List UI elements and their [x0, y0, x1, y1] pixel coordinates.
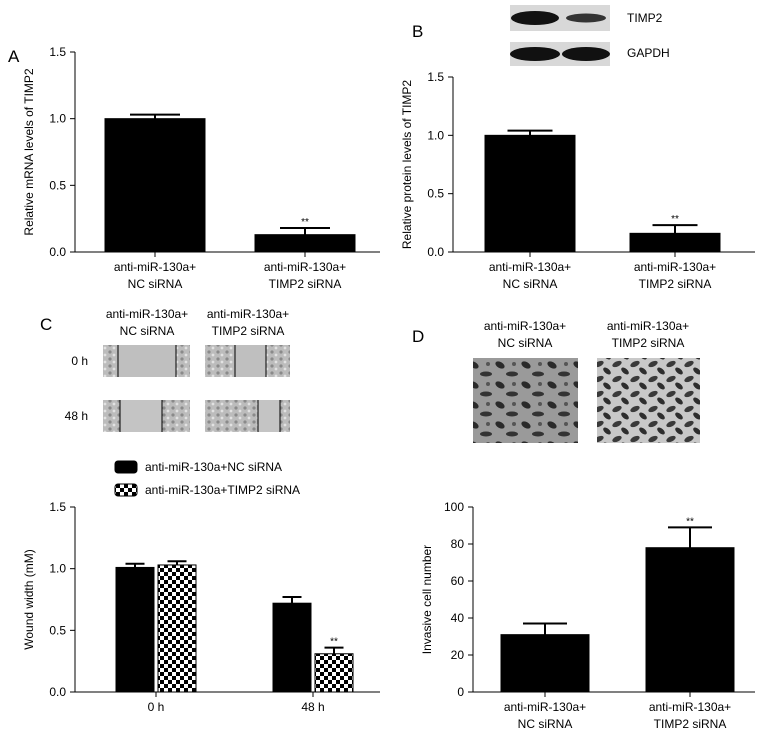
y-tick-label: 1.5 — [427, 70, 444, 84]
invasion-images — [473, 358, 700, 443]
panel-letter: D — [412, 327, 424, 346]
x-tick-label: anti-miR-130a+ TIMP2 siRNA — [634, 260, 716, 291]
y-axis-label: Wound width (mM) — [22, 549, 36, 649]
y-tick-label: 1.0 — [49, 112, 66, 126]
error-bar — [130, 113, 180, 119]
error-bar — [324, 646, 344, 654]
bar — [645, 547, 735, 693]
y-tick-label: 0.5 — [427, 187, 444, 201]
legend-swatch — [114, 460, 138, 474]
bar — [314, 653, 354, 693]
y-tick-label: 40 — [451, 611, 465, 625]
y-tick-label: 0.0 — [427, 245, 444, 259]
y-tick-label: 1.0 — [49, 562, 66, 576]
bar — [157, 564, 197, 693]
panel-letter: B — [412, 22, 423, 41]
panel-letter: C — [40, 315, 52, 334]
legend-swatch — [114, 483, 138, 497]
bar — [104, 118, 206, 253]
significance-label: ** — [686, 516, 694, 527]
image-row-label: 0 h — [71, 354, 88, 368]
y-tick-label: 60 — [451, 574, 465, 588]
bar — [500, 634, 590, 693]
error-bar — [125, 562, 145, 568]
y-tick-label: 1.5 — [49, 500, 66, 514]
image-column-label: anti-miR-130a+ NC siRNA — [484, 319, 566, 350]
panel-letter: A — [8, 47, 20, 66]
y-axis-label: Invasive cell number — [420, 545, 434, 654]
error-bar — [282, 596, 302, 604]
x-tick-label: anti-miR-130a+ NC siRNA — [504, 700, 586, 731]
significance-label: ** — [671, 214, 679, 225]
error-bar — [280, 227, 330, 235]
error-bar — [507, 129, 553, 136]
y-tick-label: 20 — [451, 648, 465, 662]
bar — [484, 134, 576, 253]
x-tick-label: anti-miR-130a+ NC siRNA — [489, 260, 571, 291]
y-tick-label: 0.0 — [49, 685, 66, 699]
x-tick-label: anti-miR-130a+ NC siRNA — [114, 260, 196, 291]
y-tick-label: 0 — [457, 685, 464, 699]
error-bar — [652, 224, 698, 234]
y-tick-label: 80 — [451, 537, 465, 551]
bar — [629, 232, 721, 253]
x-tick-label: 0 h — [148, 700, 165, 714]
wound-images — [103, 345, 290, 432]
y-tick-label: 0.0 — [49, 245, 66, 259]
image-column-label: anti-miR-130a+ TIMP2 siRNA — [607, 319, 689, 350]
bar — [272, 602, 312, 693]
y-axis-label: Relative mRNA levels of TIMP2 — [22, 68, 36, 235]
image-row-label: 48 h — [65, 409, 88, 423]
bar — [115, 566, 155, 693]
y-axis-label: Relative protein levels of TIMP2 — [400, 80, 414, 250]
error-bar — [167, 560, 187, 565]
error-bar — [523, 622, 567, 635]
significance-label: ** — [330, 637, 338, 648]
image-column-label: anti-miR-130a+ NC siRNA — [106, 307, 188, 338]
y-tick-label: 0.5 — [49, 178, 66, 192]
western-blot — [510, 5, 610, 66]
blot-label: GAPDH — [627, 46, 670, 60]
image-column-label: anti-miR-130a+ TIMP2 siRNA — [207, 307, 289, 338]
y-tick-label: 100 — [444, 500, 464, 514]
y-tick-label: 1.0 — [427, 128, 444, 142]
x-tick-label: 48 h — [301, 700, 324, 714]
blot-label: TIMP2 — [627, 11, 663, 25]
bar — [254, 234, 356, 253]
x-tick-label: anti-miR-130a+ TIMP2 siRNA — [264, 260, 346, 291]
legend-label: anti-miR-130a+TIMP2 siRNA — [145, 483, 300, 497]
y-tick-label: 0.5 — [49, 623, 66, 637]
legend-label: anti-miR-130a+NC siRNA — [145, 460, 282, 474]
x-tick-label: anti-miR-130a+ TIMP2 siRNA — [649, 700, 731, 731]
significance-label: ** — [301, 217, 309, 228]
error-bar — [668, 526, 712, 548]
y-tick-label: 1.5 — [49, 45, 66, 59]
